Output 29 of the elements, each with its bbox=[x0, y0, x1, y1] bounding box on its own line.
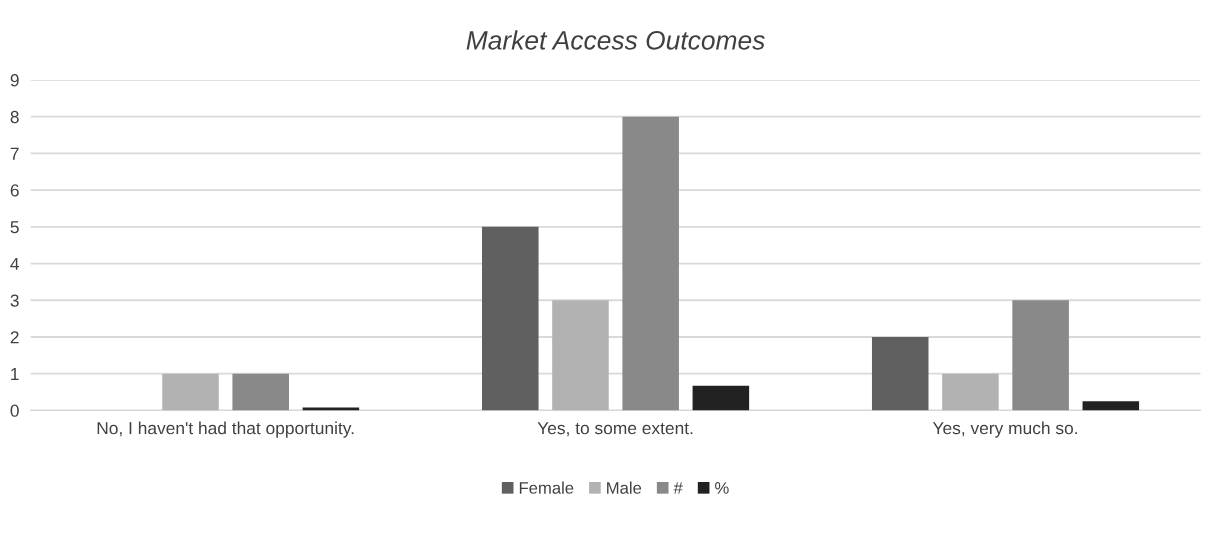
x-tick-label: No, I haven't had that opportunity. bbox=[97, 421, 354, 438]
bar bbox=[692, 385, 750, 411]
legend-label: # bbox=[673, 482, 683, 494]
y-tick-label: 5 bbox=[10, 221, 19, 234]
y-tick-label: 0 bbox=[10, 404, 19, 417]
bar bbox=[1082, 401, 1140, 411]
chart-title: Market Access Outcomes bbox=[466, 30, 765, 50]
y-tick-label: 1 bbox=[11, 368, 19, 380]
bar bbox=[871, 336, 929, 411]
legend-label: % bbox=[715, 482, 729, 494]
y-tick-label: 7 bbox=[10, 147, 19, 160]
bar bbox=[942, 373, 999, 411]
bar bbox=[552, 300, 609, 411]
bar bbox=[162, 373, 219, 411]
bar bbox=[622, 116, 679, 411]
legend-label: Female bbox=[519, 481, 574, 494]
x-tick-label: Yes, to some extent. bbox=[537, 422, 693, 437]
y-tick-label: 9 bbox=[10, 74, 19, 87]
bar bbox=[232, 373, 289, 411]
y-tick-label: 2 bbox=[10, 331, 19, 344]
y-tick-label: 3 bbox=[10, 294, 19, 307]
y-tick-label: 4 bbox=[10, 257, 20, 270]
x-tick-label: Yes, very much so. bbox=[932, 421, 1077, 438]
bar bbox=[1012, 300, 1069, 411]
bar bbox=[482, 226, 539, 411]
y-tick-label: 6 bbox=[10, 184, 19, 197]
legend-label: Male bbox=[607, 481, 642, 494]
bar bbox=[302, 407, 360, 411]
y-tick-label: 8 bbox=[10, 110, 19, 124]
